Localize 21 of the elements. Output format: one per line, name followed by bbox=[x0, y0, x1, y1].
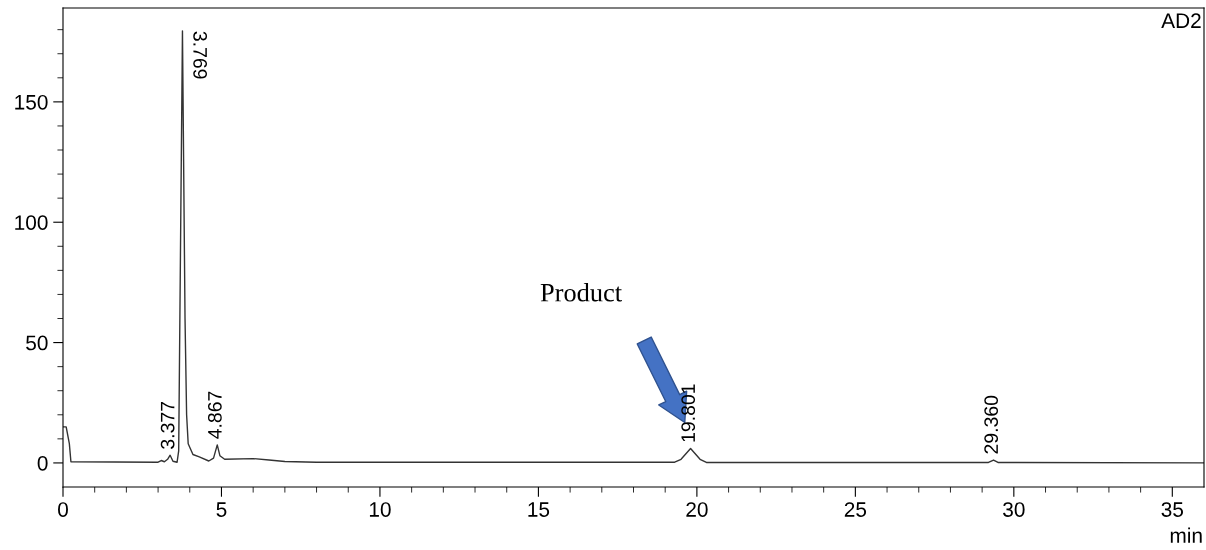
annotation: 19.801 bbox=[681, 384, 696, 442]
annotation: 4.867 bbox=[207, 391, 222, 439]
annotation: 3.377 bbox=[160, 401, 175, 449]
x-tick-label: 0 bbox=[58, 502, 68, 517]
x-axis-title: min bbox=[1170, 527, 1202, 543]
line-series bbox=[63, 30, 1204, 464]
x-tick-label: 35 bbox=[1161, 502, 1184, 517]
y-tick-label: 100 bbox=[15, 215, 48, 230]
x-tick-label: 10 bbox=[369, 502, 391, 517]
y-tick-label: 50 bbox=[26, 335, 48, 351]
annotation: 29.360 bbox=[984, 395, 999, 454]
annotation: Product bbox=[540, 283, 622, 302]
y-tick-label: 150 bbox=[15, 94, 48, 110]
x-tick-label: 20 bbox=[686, 502, 708, 517]
x-tick-label: 15 bbox=[528, 502, 550, 517]
annotation: 3.769 bbox=[193, 31, 208, 79]
x-tick-label: 5 bbox=[216, 502, 227, 517]
annotation: AD2 bbox=[1161, 13, 1201, 28]
y-tick-label: 0 bbox=[37, 455, 48, 471]
x-tick-label: 25 bbox=[844, 502, 867, 517]
x-tick-label: 30 bbox=[1003, 502, 1025, 517]
